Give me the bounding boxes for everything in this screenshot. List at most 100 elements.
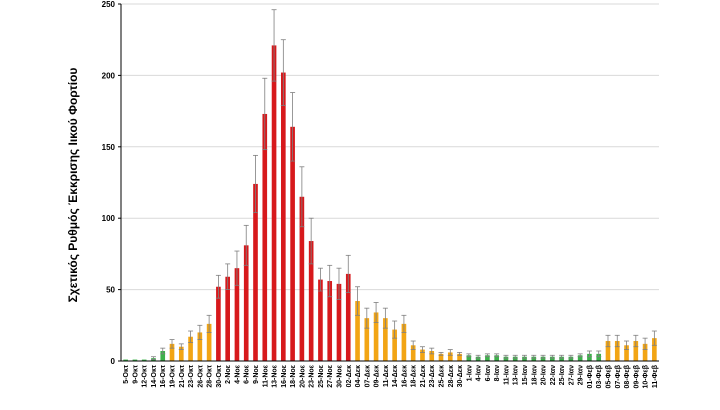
bar [243, 245, 249, 361]
bar [447, 352, 453, 361]
bar [559, 356, 564, 361]
bar [512, 356, 518, 361]
bar [457, 353, 462, 361]
bar [188, 336, 193, 361]
bar [197, 332, 203, 361]
axes [118, 3, 659, 362]
x-tick-label: 11-Φεβ [652, 364, 659, 388]
bar [642, 343, 648, 361]
x-tick-label: 30-Νοε [336, 364, 343, 387]
bar [132, 359, 138, 361]
x-tick-label: 9-Νοε [253, 364, 260, 384]
bar [485, 355, 490, 361]
x-tick-label: 10-Φεβ [643, 364, 650, 388]
bar [299, 196, 305, 361]
x-tick-label: 27-Νοε [327, 364, 334, 387]
x-tick-label: 4-Ιαν [476, 365, 483, 381]
bar [522, 356, 527, 361]
x-tick-label: 03-Φεβ [596, 364, 603, 388]
x-tick-label: 9-Οκτ [132, 364, 139, 384]
bar [652, 338, 657, 361]
bar [262, 113, 268, 362]
x-tick-label: 18-Δεκ [411, 365, 418, 387]
bar [540, 356, 546, 361]
bar [160, 351, 166, 361]
x-tick-label: 07-Δεκ [364, 365, 371, 387]
error-bars [150, 9, 657, 360]
y-tick-label: 0 [111, 357, 116, 366]
x-tick-label: 22-Ιαν [550, 365, 557, 385]
bar [169, 343, 175, 361]
bar [410, 345, 416, 361]
x-tick-label: 21-Οκτ [179, 364, 186, 387]
bar [577, 355, 583, 361]
x-tick-label: 18-Νοε [290, 364, 297, 387]
y-tick-label: 100 [102, 214, 116, 223]
grid-lines [121, 3, 659, 291]
x-tick-label: 16-Οκτ [160, 364, 167, 387]
y-tick-labels: 0 50 100 150 200 250 [102, 0, 116, 366]
x-tick-label: 6-Νοε [244, 364, 251, 384]
x-tick-label: 21-Δεκ [420, 365, 427, 387]
y-tick-label: 250 [102, 0, 116, 9]
x-tick-label: 20-Νοε [299, 364, 306, 387]
bar [355, 301, 360, 361]
x-tick-label: 2-Νοε [225, 364, 232, 384]
bar [531, 356, 537, 361]
x-tick-label: 07-Φεβ [615, 364, 622, 388]
x-tick-label: 25-Ιαν [559, 365, 566, 385]
x-tick-label: 1-Ιαν [466, 365, 473, 381]
bar [253, 183, 258, 361]
x-tick-label: 02-Δεκ [346, 365, 353, 387]
x-tick-label: 5-Οκτ [123, 364, 130, 384]
bar [345, 273, 351, 361]
y-tick-label: 50 [106, 286, 115, 295]
x-tick-label: 13-Νοε [272, 364, 279, 387]
x-tick-label: 14-Δεκ [392, 365, 399, 387]
bar [234, 268, 240, 361]
bar [123, 359, 128, 361]
bar [614, 341, 620, 361]
x-tick-label: 09-Δεκ [374, 365, 381, 387]
bar [383, 318, 388, 361]
x-tick-label: 23-Οκτ [188, 364, 195, 387]
x-tick-label: 16-Δεκ [401, 365, 408, 387]
bar [624, 345, 629, 361]
bar [141, 359, 147, 361]
x-tick-label: 29-Ιαν [578, 365, 585, 385]
x-tick-label: 04-Δεκ [355, 365, 362, 387]
x-tick-labels: 5-Οκτ 9-Οκτ 12-Οκτ 14-Οκτ 16-Οκτ 19-Οκτ 21-Οκτ… [123, 364, 659, 388]
y-tick-label: 150 [102, 143, 116, 152]
x-tick-label: 16-Νοε [281, 364, 288, 387]
x-tick-label: 23-Νοε [309, 364, 316, 387]
bar [373, 312, 379, 361]
y-axis-label: Σχετικός Ρυθμός Έκκρισης Ιικού Φορτίου [66, 68, 80, 303]
bar [327, 281, 333, 361]
bar [206, 323, 212, 361]
bar [466, 355, 472, 361]
bar [568, 356, 574, 361]
x-tick-label: 28-Δεκ [448, 365, 455, 387]
bar [475, 356, 481, 361]
bar [420, 349, 425, 361]
bar [596, 353, 602, 361]
x-tick-label: 11-Ιαν [503, 365, 510, 385]
x-tick-label: 05-Φεβ [605, 364, 612, 388]
bars [123, 45, 657, 362]
x-tick-label: 01-Φεβ [587, 364, 594, 388]
bar [429, 351, 435, 361]
x-tick-label: 13-Ιαν [513, 365, 520, 385]
bar [308, 241, 314, 361]
bar [401, 323, 407, 361]
bar [225, 276, 230, 361]
x-tick-label: 12-Οκτ [142, 364, 149, 387]
bar [364, 318, 370, 361]
x-tick-label: 11-Νοε [262, 364, 269, 387]
x-tick-label: 15-Ιαν [522, 365, 529, 385]
bar [392, 329, 397, 361]
bar [605, 341, 611, 361]
bar [281, 72, 286, 361]
bar [587, 353, 592, 361]
x-tick-label: 09-Φεβ [633, 364, 640, 388]
